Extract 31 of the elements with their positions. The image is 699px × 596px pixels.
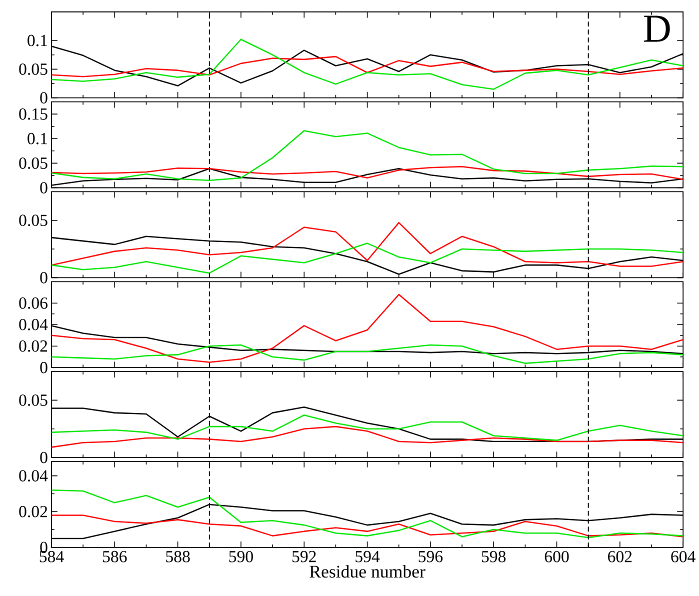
x-tick-label: 598 [482, 550, 506, 562]
y-tick-label: 0.05 [19, 394, 48, 406]
y-tick-label: 0 [40, 452, 48, 464]
y-tick-label: 0 [40, 272, 48, 284]
y-tick-label: 0.02 [19, 340, 48, 352]
x-tick-label: 584 [40, 550, 64, 562]
y-tick-label: 0.06 [19, 297, 48, 309]
y-tick-label: 0 [40, 92, 48, 104]
y-tick-label: 0.02 [19, 506, 48, 518]
y-tick-label: 0.04 [19, 470, 48, 482]
x-tick-label: 588 [166, 550, 190, 562]
y-tick-label: 0.05 [19, 214, 48, 226]
x-tick-label: 592 [292, 550, 316, 562]
x-tick-label: 586 [103, 550, 127, 562]
x-tick-label: 596 [418, 550, 443, 562]
x-tick-label: 590 [229, 550, 253, 562]
y-tick-label: 0.05 [19, 63, 48, 75]
x-tick-label: 602 [608, 550, 632, 562]
y-tick-label: 0.1 [28, 132, 47, 144]
y-tick-label: 0.04 [19, 318, 48, 330]
y-tick-label: 0 [40, 362, 48, 374]
x-tick-label: 604 [671, 550, 696, 562]
y-tick-label: 0.05 [19, 157, 48, 169]
x-tick-label: 600 [544, 550, 569, 562]
x-tick-label: 594 [356, 550, 380, 562]
annotation: D [644, 16, 670, 42]
y-tick-label: 0 [40, 542, 48, 554]
y-tick-label: 0.1 [28, 34, 47, 46]
y-tick-label: 0 [40, 182, 48, 194]
x-axis-title: Residue number [310, 565, 426, 578]
y-tick-label: 0.15 [19, 108, 48, 120]
